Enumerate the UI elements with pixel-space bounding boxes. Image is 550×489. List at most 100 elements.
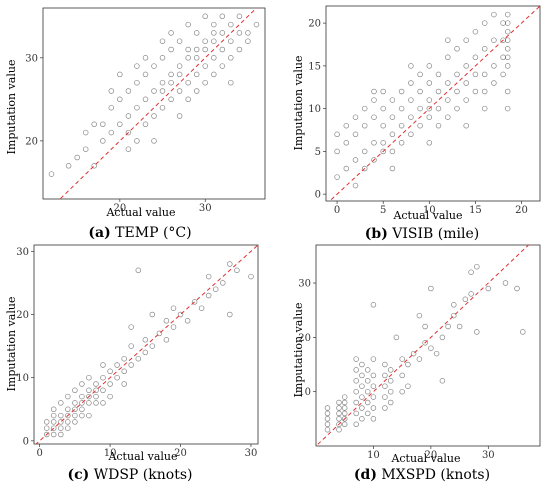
scatter-point (228, 79, 234, 86)
scatter-point (108, 129, 115, 136)
scatter-point (380, 148, 386, 155)
scatter-point (107, 393, 113, 400)
scatter-point (50, 412, 57, 419)
scatter-point (170, 324, 177, 330)
scatter-point (336, 410, 342, 417)
scatter-point (474, 263, 480, 270)
scatter-point (65, 425, 71, 431)
scatter-point (481, 88, 488, 95)
scatter-point (185, 55, 191, 61)
scatter-point (426, 80, 433, 86)
scatter-point (491, 80, 497, 86)
scatter-point (193, 30, 200, 36)
scatter-point (439, 378, 446, 384)
scatter-point (359, 372, 365, 379)
scatter-point (170, 305, 177, 311)
scatter-point (227, 261, 233, 267)
scatter-point (336, 399, 342, 406)
scatter-point (382, 394, 388, 400)
scatter-point (100, 400, 106, 406)
scatter-point (193, 46, 200, 53)
scatter-point (428, 285, 434, 292)
x-tick-label: 20 (174, 448, 187, 459)
scatter-point (359, 361, 365, 368)
scatter-point (387, 367, 394, 373)
scatter-point (74, 154, 80, 161)
y-tick-label: 0 (315, 190, 321, 201)
panel-a-temp: Actual value Imputation value (a) TEMP (… (5, 7, 266, 241)
scatter-point (500, 54, 506, 61)
scatter-point (361, 105, 368, 112)
scatter-point (142, 121, 149, 128)
scatter-point (359, 383, 365, 389)
scatter-point (58, 412, 64, 419)
scatter-point (389, 114, 396, 120)
panel-c-ylabel: Imputation value (5, 297, 18, 392)
scatter-point (86, 387, 92, 394)
scatter-point (389, 97, 396, 103)
scatter-point (491, 63, 497, 69)
y-tick-label: 20 (25, 136, 38, 147)
scatter-point (433, 350, 440, 357)
scatter-point (219, 63, 226, 69)
scatter-point (435, 71, 442, 78)
scatter-point (353, 388, 359, 395)
scatter-point (336, 416, 342, 422)
scatter-point (439, 334, 446, 341)
scatter-point (334, 174, 340, 180)
scatter-point (151, 113, 157, 119)
scatter-point (408, 114, 414, 120)
y-tick-label: 20 (16, 310, 29, 321)
panel-c-caption-tag: (c) (68, 467, 90, 483)
scatter-point (504, 105, 511, 112)
scatter-point (177, 311, 184, 318)
panel-c-xlabel: Actual value (107, 450, 177, 463)
scatter-point (463, 122, 469, 129)
scatter-point (405, 361, 411, 368)
scatter-point (352, 131, 359, 138)
y-tick-label: 10 (16, 373, 29, 384)
scatter-point (426, 105, 433, 112)
scatter-point (472, 28, 479, 35)
scatter-point (382, 361, 388, 368)
scatter-point (82, 146, 89, 152)
scatter-point (370, 416, 377, 422)
scatter-point (371, 97, 377, 103)
scatter-point (353, 378, 359, 384)
scatter-point (445, 97, 451, 103)
scatter-point (370, 372, 377, 379)
scatter-point (405, 383, 411, 389)
scatter-point (211, 71, 217, 78)
scatter-point (149, 311, 156, 318)
scatter-point (72, 412, 78, 419)
scatter-point (125, 146, 132, 152)
scatter-point (93, 400, 99, 406)
scatter-point (176, 38, 183, 44)
scatter-point (371, 88, 377, 95)
scatter-point (504, 28, 511, 35)
scatter-point (398, 140, 405, 146)
scatter-point (228, 55, 234, 61)
scatter-point (361, 122, 368, 129)
scatter-point (399, 388, 405, 395)
scatter-point (245, 30, 251, 36)
scatter-point (134, 104, 140, 111)
scatter-point (125, 88, 132, 94)
scatter-point (399, 372, 405, 379)
panel-b-caption: (b) VISIB (mile) (365, 226, 479, 242)
scatter-point (135, 355, 142, 362)
scatter-point (205, 292, 212, 299)
scatter-point (324, 421, 331, 428)
scatter-point (114, 362, 120, 368)
scatter-point (79, 406, 85, 413)
y-tick-label: 30 (16, 247, 29, 258)
scatter-point (336, 405, 342, 411)
scatter-point (156, 330, 163, 337)
scatter-point (236, 13, 243, 20)
x-tick-label: 0 (36, 448, 42, 459)
scatter-point (454, 105, 460, 112)
scatter-point (121, 355, 127, 362)
scatter-point (416, 312, 423, 319)
scatter-point (151, 88, 157, 94)
scatter-point (474, 329, 480, 335)
